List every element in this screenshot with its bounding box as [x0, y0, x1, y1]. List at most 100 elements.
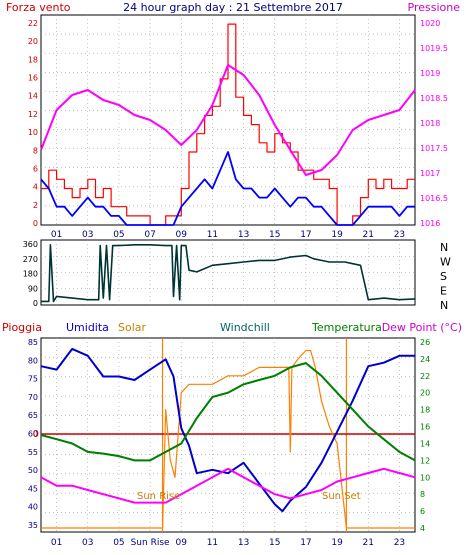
temperature-axis-tick-labels: 4 6 8 10 12 14 16 18 20 22 24 26 [420, 338, 430, 533]
x-axis-tick: 17 [300, 230, 311, 240]
humidity-axis-tick: 70 [28, 393, 38, 402]
temperature-axis-tick: 24 [420, 355, 430, 364]
x-axis-tick: 13 [238, 538, 249, 548]
x-axis-tick: 03 [82, 230, 93, 240]
wind-axis-tick: 16 [28, 74, 38, 83]
wind-direction-degree-tick: 270 [23, 255, 38, 264]
wind-axis-tick: 4 [33, 183, 38, 192]
wind-direction-line [41, 244, 416, 303]
x-axis-tick: 23 [394, 230, 405, 240]
humidity-line [40, 347, 415, 513]
x-axis-tick: Sun Rise [131, 538, 170, 548]
pressure-axis-tick: 1017 [420, 169, 440, 178]
temperature-axis-tick: 8 [420, 490, 425, 499]
temperature-humidity-series [40, 338, 416, 532]
temperature-axis-tick: 4 [420, 524, 425, 533]
compass-letter: S [440, 270, 447, 283]
x-axis-tick: 03 [82, 538, 93, 548]
solar-axis-title: Solar [118, 321, 147, 334]
pressure-axis-tick: 1016 [420, 219, 440, 228]
pressure-axis-tick: 1019 [420, 69, 440, 78]
page-title: 24 hour graph day : 21 Settembre 2017 [123, 1, 343, 14]
humidity-axis-tick: 55 [28, 448, 38, 457]
pressure-axis-tick: 1017.5 [420, 144, 448, 153]
rain-axis-title: Pioggia [2, 321, 42, 334]
x-axis-tick: 19 [331, 538, 343, 548]
compass-letter: W [440, 256, 451, 269]
sunrise-label: Sun Rise [137, 491, 180, 502]
dewpoint-legend: Dew Point (°C) [382, 321, 462, 334]
pressure-axis-title: Pressione [408, 1, 461, 14]
temperature-axis-tick: 10 [420, 473, 430, 482]
wind-axis-tick: 8 [33, 146, 38, 155]
pressure-axis-tick: 1016.5 [420, 194, 448, 203]
x-axis-tick: 01 [51, 230, 62, 240]
wind-direction-degree-tick: 90 [28, 284, 38, 293]
pressure-line [40, 64, 416, 176]
wind-pressure-x-tick-labels: 01 03 05 07 09 11 13 15 17 19 21 23 [51, 230, 405, 240]
x-axis-tick: 01 [51, 538, 62, 548]
x-axis-tick: 11 [207, 538, 218, 548]
dewpoint-line [40, 467, 416, 504]
humidity-axis-tick: 80 [28, 356, 38, 365]
compass-letter: N [440, 241, 448, 254]
wind-axis-tick: 0 [33, 219, 38, 228]
temperature-humidity-x-tick-labels: 01 03 05 Sun Rise 09 11 13 15 17 19 21 23 [51, 538, 405, 548]
wind-direction-series [41, 244, 416, 303]
pressure-axis-tick-labels: 1016 1016.5 1017 1017.5 1018 1018.5 1019 1019.5… [420, 19, 448, 228]
x-axis-tick: 05 [113, 230, 124, 240]
x-axis-tick: 05 [113, 538, 124, 548]
pressure-axis-tick: 1018.5 [420, 94, 448, 103]
wind-direction-gridlines [41, 240, 415, 305]
x-axis-tick: 21 [363, 230, 374, 240]
compass-letter: N [440, 299, 448, 312]
wind-axis-tick: 10 [28, 128, 38, 137]
wind-pressure-panel: Forza vento 24 hour graph day : 21 Sette… [6, 1, 460, 240]
x-axis-tick: 09 [176, 230, 188, 240]
rain-zero-label: 0 [33, 429, 39, 440]
x-axis-tick: 15 [269, 538, 280, 548]
wind-direction-degree-tick: 180 [23, 270, 38, 279]
wind-axis-tick: 2 [33, 201, 38, 210]
x-axis-tick: 13 [238, 230, 249, 240]
temperature-axis-tick: 26 [420, 338, 430, 347]
humidity-axis-tick: 35 [28, 521, 38, 530]
wind-axis-title: Forza vento [6, 1, 71, 14]
wind-axis-tick: 6 [33, 164, 38, 173]
wind-direction-degree-tick: 0 [33, 299, 38, 308]
wind-axis-tick: 14 [28, 92, 38, 101]
temperature-axis-tick: 22 [420, 372, 430, 381]
x-axis-tick: 23 [394, 538, 405, 548]
wind-pressure-series [40, 23, 416, 226]
pressure-axis-tick: 1020 [420, 19, 440, 28]
pressure-axis-tick: 1019.5 [420, 44, 448, 53]
temperature-humidity-plot-area [40, 337, 416, 533]
humidity-axis-tick: 65 [28, 411, 38, 420]
temperature-axis-tick: 14 [420, 439, 430, 448]
temperature-axis-tick: 16 [420, 423, 430, 432]
wind-axis-tick: 12 [28, 110, 38, 119]
temperature-axis-tick: 20 [420, 389, 430, 398]
wind-axis-tick: 22 [28, 19, 38, 28]
x-axis-tick: 11 [207, 230, 218, 240]
x-axis-tick: 19 [331, 230, 343, 240]
temperature-line [40, 362, 416, 462]
humidity-axis-tick: 75 [28, 375, 38, 384]
x-axis-tick: 07 [144, 230, 155, 240]
x-axis-tick: 09 [176, 538, 188, 548]
windchill-legend: Windchill [220, 321, 270, 334]
humidity-axis-tick-labels: 35 40 45 50 55 60 65 70 75 80 85 [28, 338, 38, 530]
humidity-axis-tick: 85 [28, 338, 38, 347]
humidity-axis-title: Umidita [66, 321, 109, 334]
wind-gust-line [41, 23, 415, 226]
sunset-label: Sun Set [322, 491, 361, 502]
humidity-axis-tick: 60 [28, 430, 38, 439]
wind-direction-degree-tick: 360 [23, 240, 38, 249]
humidity-axis-tick: 45 [28, 484, 38, 493]
temperature-axis-tick: 12 [420, 456, 430, 465]
humidity-axis-tick: 40 [28, 503, 38, 512]
wind-direction-degree-labels: 0 90 180 270 360 [23, 240, 38, 308]
